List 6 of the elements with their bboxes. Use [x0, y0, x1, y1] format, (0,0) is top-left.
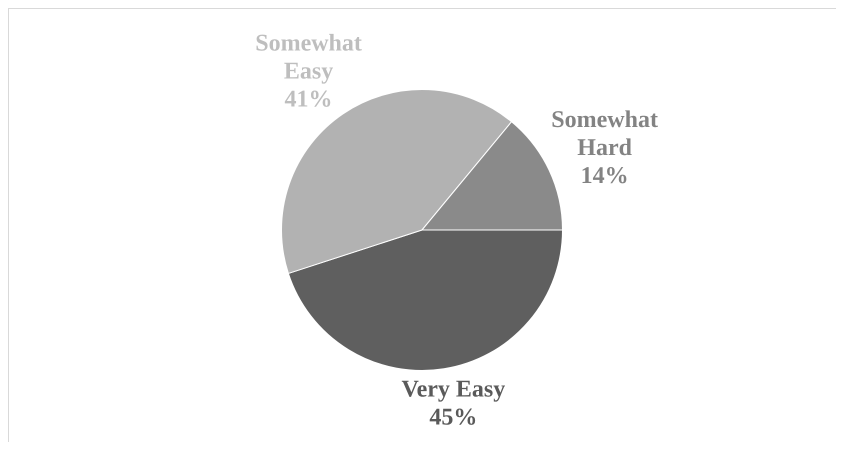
data-label: 45% — [429, 404, 478, 431]
slice-label: Somewhat Hard — [551, 107, 658, 162]
data-label: 14% — [580, 163, 629, 190]
slice-label: Very Easy — [401, 376, 506, 403]
data-label: 41% — [284, 86, 333, 113]
slice-label: Somewhat Easy — [255, 30, 362, 85]
